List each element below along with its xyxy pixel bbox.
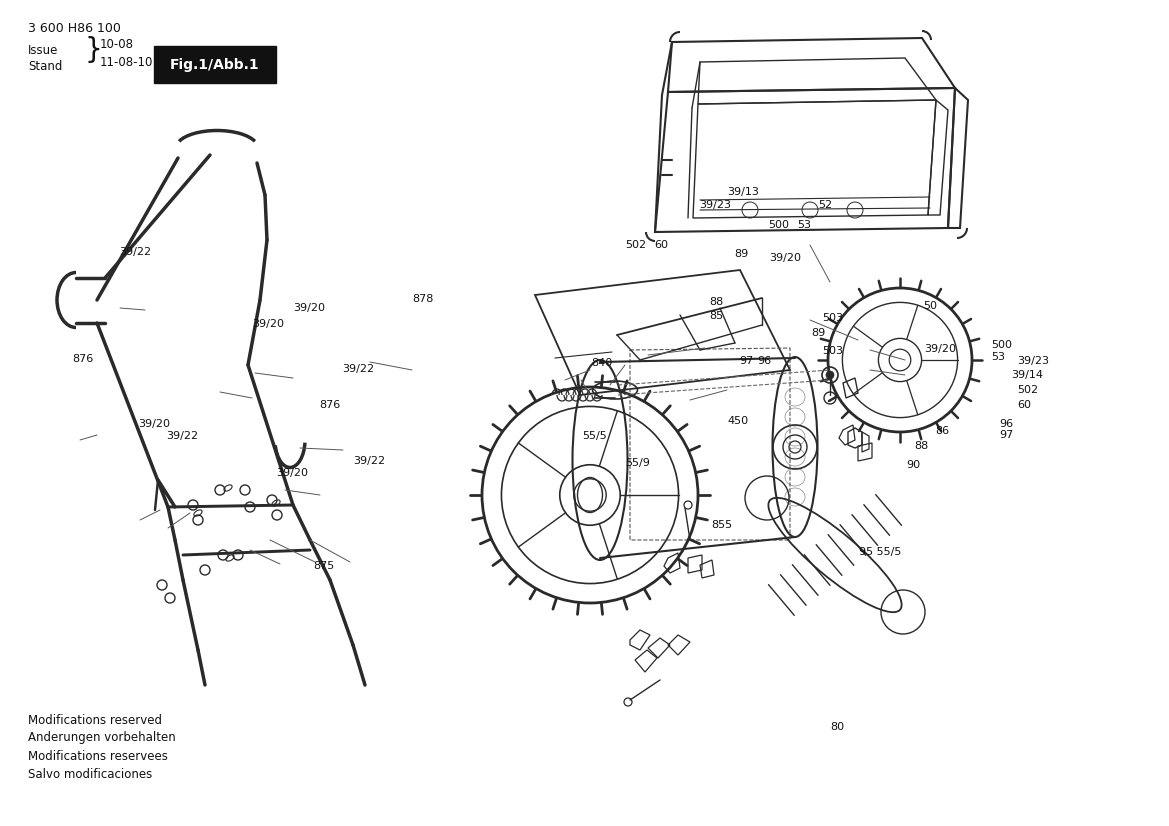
Text: 52: 52 [818,200,832,210]
Text: 50: 50 [924,301,938,311]
Text: 39/20: 39/20 [925,344,956,354]
Text: 97: 97 [999,430,1014,440]
Text: 60: 60 [1017,400,1031,410]
Text: 97: 97 [739,356,753,366]
Text: 503: 503 [822,346,843,356]
Text: }: } [85,36,103,64]
Text: 876: 876 [319,400,340,410]
Text: 502: 502 [625,240,646,250]
Text: 855: 855 [711,520,732,529]
Text: 500: 500 [991,340,1012,350]
Text: 3 600 H86 100: 3 600 H86 100 [28,21,120,35]
Text: 55/9: 55/9 [625,458,650,468]
Text: Salvo modificaciones: Salvo modificaciones [28,767,152,781]
Text: 39/20: 39/20 [138,419,170,429]
FancyBboxPatch shape [154,46,276,83]
Text: 85: 85 [710,311,724,320]
Text: 840: 840 [592,358,613,368]
Text: Fig.1/Abb.1: Fig.1/Abb.1 [171,58,260,72]
Text: 80: 80 [830,722,844,732]
Text: 89: 89 [811,328,825,338]
Text: 96: 96 [758,356,772,366]
Text: 503: 503 [822,313,843,323]
Text: Modifications reserved: Modifications reserved [28,714,162,727]
Text: 39/14: 39/14 [1011,370,1043,380]
Text: 90: 90 [906,460,920,470]
Text: 878: 878 [413,294,434,304]
Circle shape [826,371,833,379]
Text: 39/20: 39/20 [769,253,801,263]
Text: 55/5: 55/5 [582,431,607,441]
Text: 500: 500 [768,220,789,230]
Text: Anderungen vorbehalten: Anderungen vorbehalten [28,732,175,744]
Text: 39/22: 39/22 [343,364,374,374]
Text: 86: 86 [935,426,949,436]
Text: 39/22: 39/22 [119,247,151,257]
Text: 39/20: 39/20 [253,319,284,329]
Text: 60: 60 [655,240,669,250]
Text: 39/23: 39/23 [1017,356,1049,366]
Text: Stand: Stand [28,60,62,74]
Text: 89: 89 [734,249,748,259]
Text: 96: 96 [999,419,1014,429]
Text: 39/23: 39/23 [699,200,731,210]
Text: 450: 450 [727,416,748,426]
Text: 39/20: 39/20 [276,468,307,478]
Text: 95 55/5: 95 55/5 [859,547,901,557]
Text: 39/22: 39/22 [353,456,385,466]
Text: 88: 88 [710,297,724,307]
Text: 502: 502 [1017,385,1038,395]
Text: 53: 53 [797,220,811,230]
Text: Modifications reservees: Modifications reservees [28,749,168,762]
Text: Issue: Issue [28,44,58,56]
Text: 10-08: 10-08 [101,39,134,51]
Text: 88: 88 [914,441,928,451]
Text: 875: 875 [313,561,334,571]
Text: 39/22: 39/22 [166,431,198,441]
Text: 876: 876 [72,354,94,364]
Text: 53: 53 [991,352,1005,362]
Text: 39/20: 39/20 [293,303,325,313]
Text: 39/13: 39/13 [727,187,759,197]
Text: 11-08-10: 11-08-10 [101,56,153,69]
